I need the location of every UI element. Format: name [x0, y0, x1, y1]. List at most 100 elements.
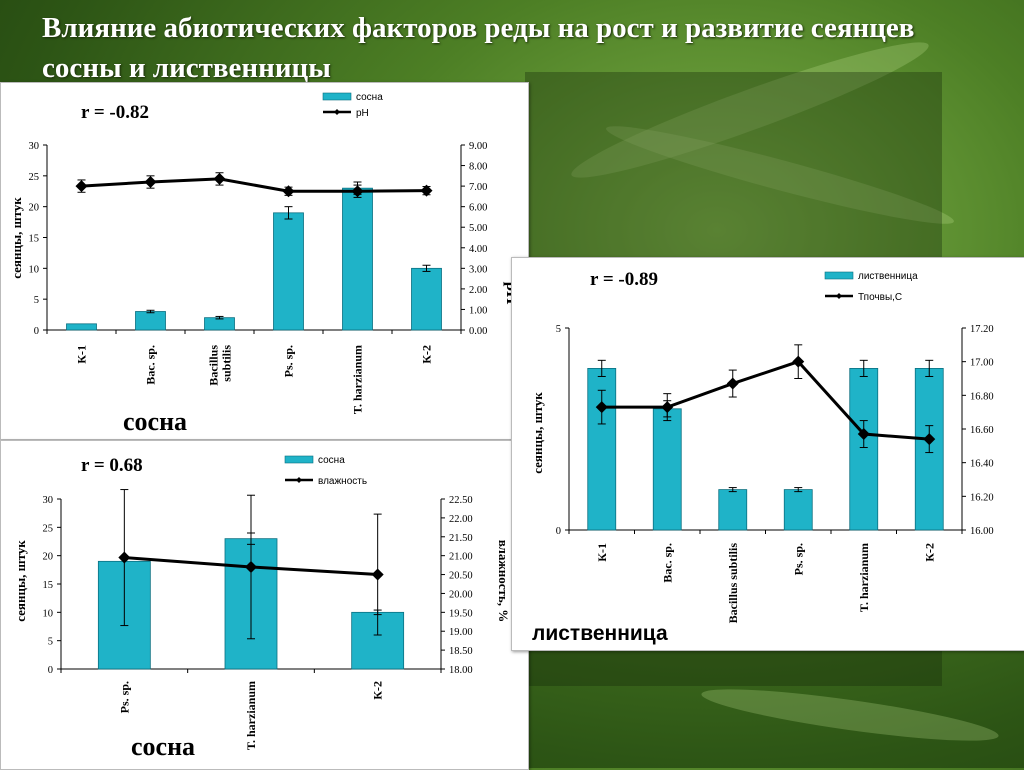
- category-label: К-1: [75, 345, 89, 364]
- chart-pine-ph: r = -0.82 0 5 10 15 20 25 30 0.00 1.00 2.00 3.00 4.0…: [9, 92, 522, 436]
- y2-tick-label: 20.50: [449, 571, 473, 582]
- legend-label-line: Тпочвы,С: [858, 292, 902, 303]
- y-tick-label: 15: [43, 580, 54, 591]
- y2-tick-label: 17.20: [970, 324, 994, 335]
- category-label: К-2: [922, 543, 936, 562]
- line-marker: [792, 355, 805, 368]
- y2-tick-label: 7.00: [469, 182, 487, 193]
- chart-panel-pine-moisture: r = 0.68 0 5 10 15 20 25 30 18.00 18.50 19.00 19.50…: [0, 440, 529, 770]
- y-tick-label: 20: [43, 552, 54, 563]
- y2-tick-label: 21.50: [449, 533, 473, 544]
- y-tick-label: 0: [556, 526, 561, 537]
- y-tick-label: 5: [34, 295, 39, 306]
- category-label: Bac. sp.: [660, 543, 674, 583]
- y2-tick-label: 16.60: [970, 425, 994, 436]
- legend-swatch-bar: [322, 92, 352, 101]
- correlation-label: r = -0.89: [590, 269, 658, 290]
- y2-tick-label: 16.20: [970, 492, 994, 503]
- correlation-label: r = 0.68: [81, 455, 143, 476]
- y2-tick-label: 4.00: [469, 244, 487, 255]
- line-marker: [661, 401, 674, 414]
- line-marker: [351, 185, 364, 198]
- y-tick-label: 10: [43, 608, 54, 619]
- y2-tick-label: 3.00: [469, 264, 487, 275]
- chart-caption: лиственница: [532, 622, 668, 645]
- line-marker: [144, 176, 157, 188]
- y-axis-title: сеянцы, штук: [13, 540, 28, 622]
- line-marker: [213, 172, 226, 185]
- legend-label-bar: сосна: [356, 92, 383, 103]
- line-marker: [118, 551, 131, 564]
- y-tick-label: 25: [29, 172, 40, 183]
- chart-caption: сосна: [123, 407, 187, 436]
- legend-label-bar: сосна: [318, 455, 345, 466]
- chart-pine-moisture: r = 0.68 0 5 10 15 20 25 30 18.00 18.50 19.00 19.50…: [13, 455, 511, 761]
- bar: [135, 311, 166, 331]
- category-label: T. harzianum: [857, 543, 871, 612]
- legend-marker-line: [296, 477, 302, 483]
- legend-swatch-bar: [824, 271, 854, 280]
- legend-label-line: pH: [356, 108, 369, 119]
- category-label: Ps. sp.: [282, 345, 296, 377]
- y2-tick-label: 1.00: [469, 305, 487, 316]
- y-tick-label: 0: [48, 665, 53, 676]
- category-label: subtilis: [220, 345, 234, 382]
- y-tick-label: 30: [29, 141, 40, 152]
- y-tick-label: 30: [43, 495, 54, 506]
- y2-axis-title: влажность, %: [496, 540, 511, 623]
- y2-tick-label: 18.50: [449, 646, 473, 657]
- y2-tick-label: 19.00: [449, 627, 473, 638]
- y2-tick-label: 5.00: [469, 223, 487, 234]
- category-label: T. harzianum: [351, 345, 365, 414]
- y2-tick-label: 16.40: [970, 459, 994, 470]
- chart-larch-soil-temp: r = -0.89 0 5 16.00 16.20 16.40 16.60 16.80 17.0…: [530, 269, 994, 645]
- y-tick-label: 20: [29, 203, 40, 214]
- correlation-label: r = -0.82: [81, 102, 149, 123]
- chart-panel-pine-ph: r = -0.82 0 5 10 15 20 25 30 0.00 1.00 2.00 3.00 4.0…: [0, 82, 529, 440]
- category-label: T. harzianum: [244, 681, 258, 750]
- line-marker: [857, 428, 870, 441]
- y2-tick-label: 19.50: [449, 608, 473, 619]
- y2-tick-label: 8.00: [469, 162, 487, 173]
- y-tick-label: 5: [48, 637, 53, 648]
- bar: [342, 187, 373, 331]
- y2-tick-label: 16.00: [970, 526, 994, 537]
- legend-marker-line: [836, 293, 842, 299]
- y2-tick-label: 17.00: [970, 358, 994, 369]
- y-tick-label: 0: [34, 326, 39, 337]
- category-label: Ps. sp.: [117, 681, 131, 713]
- bar: [204, 317, 235, 331]
- bar: [652, 408, 682, 531]
- y2-tick-label: 9.00: [469, 141, 487, 152]
- category-label: К-2: [420, 345, 434, 364]
- legend-marker-line: [334, 109, 340, 115]
- line-marker: [726, 377, 739, 390]
- category-label: Bacillus subtilis: [726, 543, 740, 624]
- line-marker: [595, 401, 608, 414]
- bar: [66, 323, 97, 331]
- y2-tick-label: 6.00: [469, 203, 487, 214]
- bar: [849, 368, 879, 531]
- chart-caption: сосна: [131, 732, 195, 761]
- line-marker: [420, 184, 433, 197]
- line-marker: [75, 180, 88, 193]
- slide-title: Влияние абиотических факторов реды на ро…: [42, 12, 915, 84]
- y-tick-label: 5: [556, 324, 561, 335]
- line-marker: [245, 561, 257, 573]
- y2-tick-label: 20.00: [449, 589, 473, 600]
- y-tick-label: 25: [43, 523, 54, 534]
- y2-tick-label: 18.00: [449, 665, 473, 676]
- category-label: Ps. sp.: [791, 543, 805, 575]
- bar: [273, 212, 304, 331]
- y-tick-label: 15: [29, 234, 40, 245]
- bar: [411, 267, 442, 331]
- y2-tick-label: 16.80: [970, 391, 994, 402]
- category-label: К-1: [595, 543, 609, 562]
- chart-panel-larch-soil-temp: r = -0.89 0 5 16.00 16.20 16.40 16.60 16.80 17.0…: [511, 257, 1024, 651]
- bar: [718, 489, 748, 531]
- series-line: [601, 359, 930, 441]
- bar: [783, 489, 813, 531]
- line-marker: [282, 185, 295, 198]
- category-label: К-2: [371, 681, 385, 700]
- legend-swatch-bar: [284, 455, 314, 464]
